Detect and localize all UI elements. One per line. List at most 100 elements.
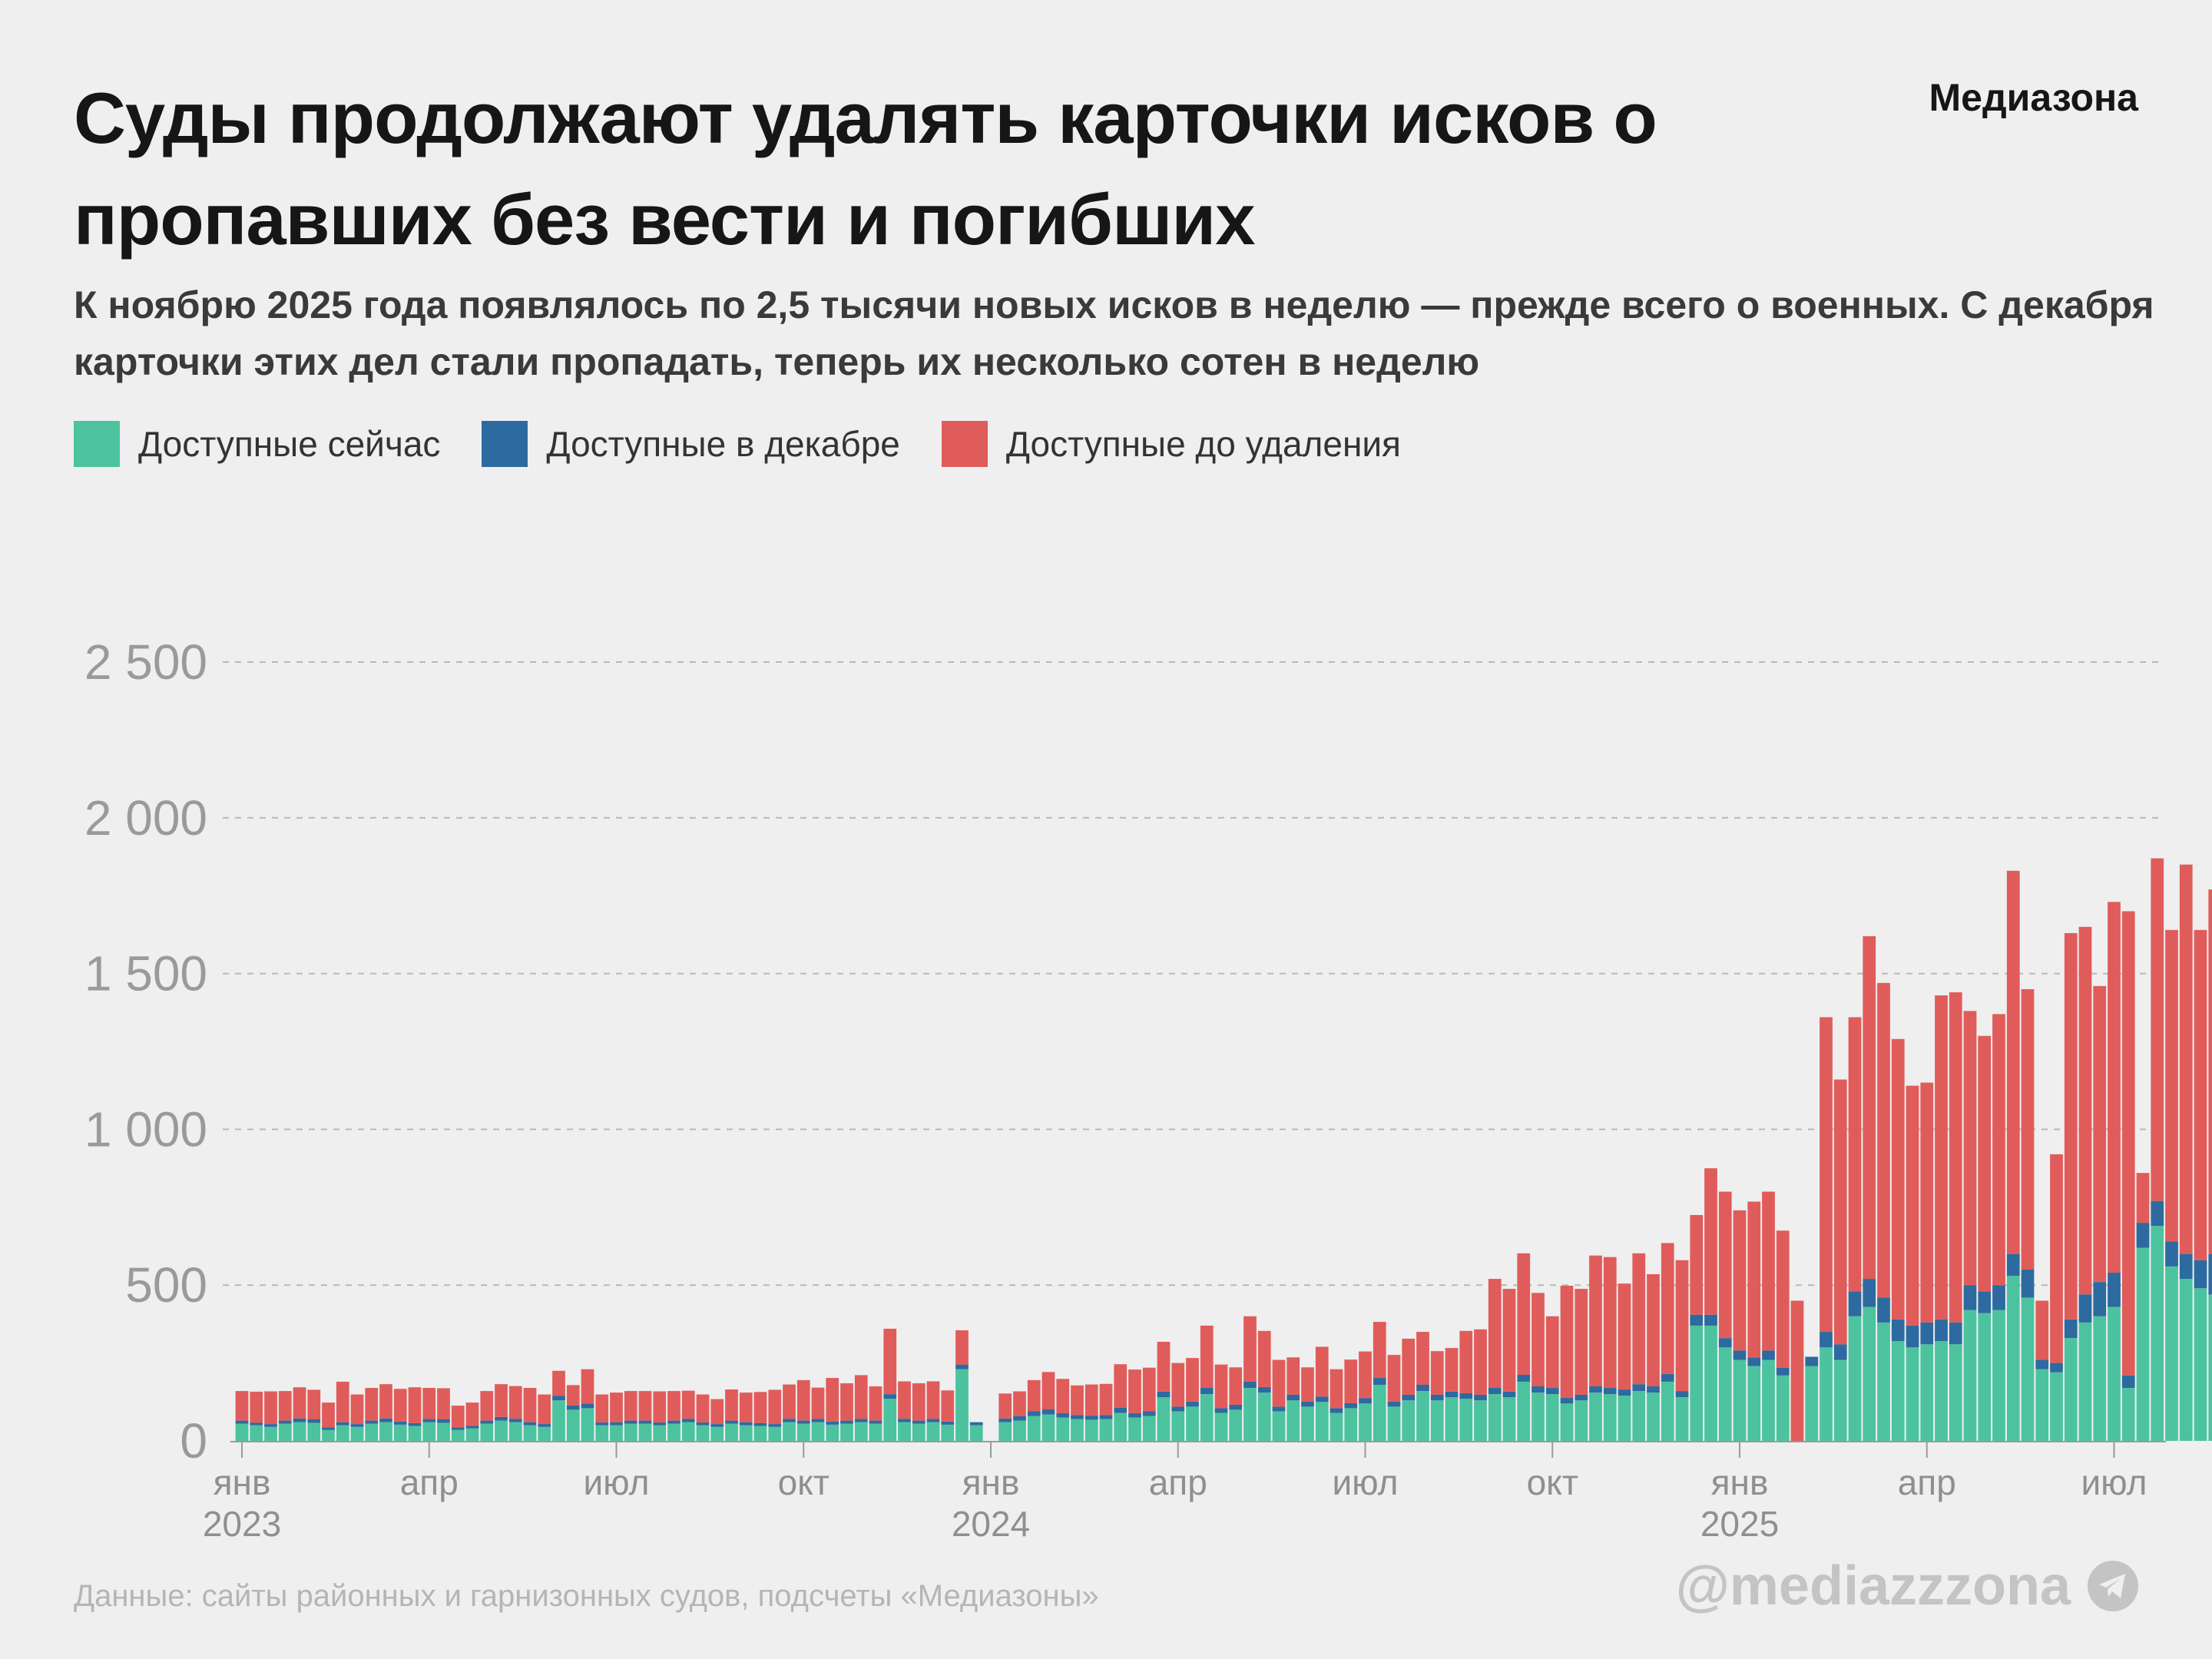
- y-tick-label: 0: [180, 1413, 207, 1469]
- bar-segment: [350, 1424, 364, 1427]
- bar-segment: [264, 1426, 277, 1441]
- bar-segment: [1532, 1392, 1545, 1441]
- bar-segment: [1013, 1391, 1026, 1416]
- bar-segment: [1430, 1400, 1444, 1441]
- bar-segment: [955, 1364, 969, 1369]
- bar-segment: [1575, 1289, 1588, 1395]
- bar-segment: [1517, 1381, 1531, 1441]
- bar-segment: [2194, 1288, 2207, 1441]
- bar-segment: [2121, 1375, 2135, 1389]
- bar-segment: [1315, 1396, 1329, 1402]
- bar-segment: [1171, 1363, 1185, 1407]
- bar-segment: [2006, 870, 2020, 1254]
- bar-segment: [1532, 1386, 1545, 1393]
- bar-segment: [1272, 1359, 1286, 1407]
- bar-segment: [2194, 929, 2207, 1260]
- bar-segment: [422, 1388, 436, 1419]
- bar-segment: [422, 1422, 436, 1441]
- bar-segment: [667, 1423, 680, 1441]
- bar-segment: [783, 1422, 796, 1441]
- bar-segment: [2093, 1316, 2107, 1441]
- bar-segment: [1272, 1411, 1286, 1441]
- bar-segment: [250, 1391, 263, 1423]
- bar-segment: [1502, 1289, 1516, 1392]
- bar-segment: [1920, 1344, 1934, 1441]
- bar-segment: [2021, 988, 2035, 1270]
- bar-segment: [1747, 1357, 1761, 1366]
- bar-segment: [1200, 1388, 1214, 1395]
- bar-segment: [1949, 992, 1962, 1323]
- bar-segment: [941, 1421, 955, 1425]
- bar-segment: [1056, 1417, 1070, 1441]
- bar-segment: [393, 1421, 407, 1425]
- bar-segment: [552, 1400, 565, 1441]
- bar-segment: [278, 1420, 292, 1424]
- y-tick-label: 2 500: [84, 634, 207, 690]
- bar-segment: [1575, 1394, 1588, 1401]
- bar-segment: [1301, 1367, 1314, 1402]
- bar-segment: [480, 1391, 494, 1421]
- bar-segment: [480, 1423, 494, 1441]
- bar-segment: [1128, 1369, 1141, 1413]
- bar-segment: [1532, 1293, 1545, 1387]
- bar-segment: [322, 1429, 335, 1441]
- bar-segment: [307, 1419, 321, 1423]
- bar-segment: [552, 1370, 565, 1396]
- bar-segment: [293, 1422, 306, 1441]
- bar-segment: [1963, 1011, 1977, 1286]
- bar-segment: [451, 1427, 465, 1430]
- bar-segment: [1647, 1274, 1660, 1387]
- bar-segment: [1071, 1415, 1084, 1419]
- bar-segment: [610, 1422, 623, 1426]
- bar-segment: [624, 1420, 637, 1424]
- bar-segment: [1963, 1310, 1977, 1441]
- bar-segment: [783, 1419, 796, 1422]
- bar-segment: [681, 1390, 695, 1419]
- bar-segment: [1286, 1357, 1300, 1395]
- bar-segment: [1863, 935, 1876, 1280]
- bar-segment: [1718, 1338, 1732, 1348]
- bar-segment: [1214, 1412, 1228, 1441]
- bar-segment: [1675, 1260, 1689, 1392]
- bar-segment: [1142, 1367, 1156, 1412]
- bar-segment: [1257, 1386, 1271, 1393]
- bar-segment: [955, 1330, 969, 1365]
- bar-segment: [451, 1429, 465, 1441]
- bar-segment: [495, 1420, 508, 1441]
- bar-segment: [1114, 1412, 1128, 1441]
- bar-segment: [667, 1420, 680, 1424]
- x-tick-label: июл: [583, 1462, 649, 1502]
- x-tick-year-label: 2024: [952, 1504, 1030, 1544]
- bar-segment: [2050, 1363, 2063, 1373]
- bar-segment: [437, 1419, 450, 1423]
- bar-segment: [2093, 985, 2107, 1283]
- bar-segment: [1359, 1351, 1372, 1399]
- bar-segment: [365, 1423, 379, 1441]
- bar-segment: [1848, 1291, 1862, 1316]
- legend-swatch-before: [941, 421, 988, 467]
- bar-segment: [826, 1378, 839, 1422]
- bar-segment: [1833, 1079, 1847, 1345]
- bar-segment: [638, 1391, 652, 1421]
- bar-segment: [1430, 1351, 1444, 1395]
- legend-swatch-now: [74, 421, 120, 467]
- bar-segment: [1502, 1397, 1516, 1441]
- bar-segment: [725, 1423, 738, 1441]
- bar-segment: [1128, 1417, 1141, 1441]
- bar-segment: [538, 1394, 551, 1425]
- bar-segment: [1041, 1414, 1055, 1441]
- bar-segment: [739, 1422, 753, 1426]
- bar-segment: [1344, 1402, 1358, 1409]
- bar-segment: [322, 1427, 335, 1430]
- bar-segment: [1690, 1314, 1704, 1326]
- bar-segment: [796, 1379, 810, 1421]
- bar-segment: [898, 1422, 911, 1441]
- bar-segment: [1560, 1286, 1574, 1399]
- bar-segment: [595, 1425, 609, 1441]
- bar-segment: [1603, 1394, 1617, 1441]
- legend-label-december: Доступные в декабре: [546, 424, 900, 464]
- bar-segment: [566, 1405, 580, 1410]
- bar-segment: [1229, 1409, 1243, 1441]
- x-tick-label: апр: [1898, 1462, 1956, 1502]
- bar-segment: [1906, 1347, 1919, 1441]
